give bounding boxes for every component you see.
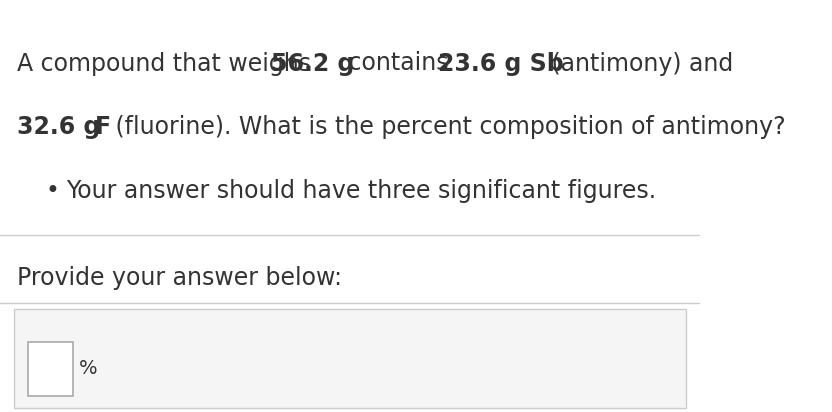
Text: Your answer should have three significant figures.: Your answer should have three significan… (67, 179, 656, 203)
Text: A compound that weighs: A compound that weighs (17, 52, 319, 75)
FancyBboxPatch shape (28, 342, 73, 396)
Text: 56.2 g: 56.2 g (271, 52, 354, 75)
Text: 32.6 g: 32.6 g (17, 115, 109, 139)
Text: (antimony) and: (antimony) and (544, 52, 733, 75)
Text: contains: contains (341, 52, 456, 75)
Text: Provide your answer below:: Provide your answer below: (17, 266, 343, 290)
Text: (fluorine). What is the percent composition of antimony?: (fluorine). What is the percent composit… (108, 115, 785, 139)
Text: %: % (79, 359, 97, 378)
Text: 23.6 g Sb: 23.6 g Sb (438, 52, 564, 75)
Text: F: F (95, 115, 111, 139)
FancyBboxPatch shape (14, 309, 686, 408)
Text: •: • (46, 179, 59, 203)
